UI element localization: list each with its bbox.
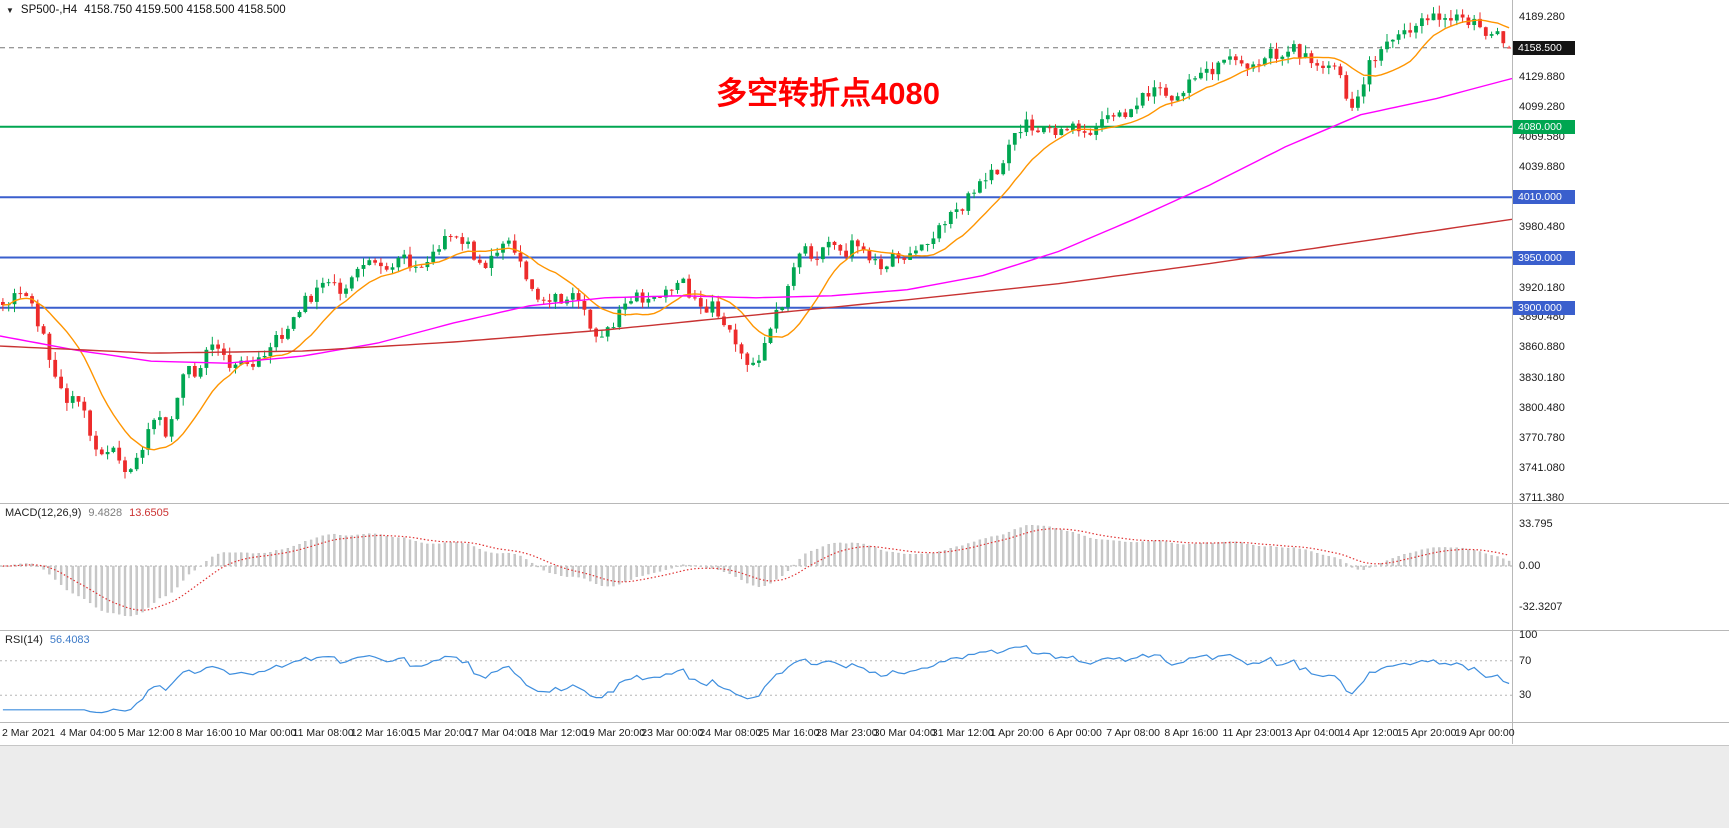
price-tick: 3830.180 <box>1519 372 1565 384</box>
macd-signal-line <box>2 528 1510 611</box>
time-tick: 8 Mar 16:00 <box>176 727 233 739</box>
price-label-4080.000: 4080.000 <box>1513 120 1575 134</box>
macd-surface[interactable] <box>0 504 1512 630</box>
time-tick: 12 Mar 16:00 <box>350 727 413 739</box>
rsi-line <box>2 645 1510 714</box>
time-tick: 6 Apr 00:00 <box>1048 727 1102 739</box>
price-tick: 4099.280 <box>1519 101 1565 113</box>
price-label-4010.000: 4010.000 <box>1513 190 1575 204</box>
price-tick: 3770.780 <box>1519 432 1565 444</box>
time-tick: 5 Mar 12:00 <box>118 727 175 739</box>
time-tick: 1 Apr 20:00 <box>990 727 1044 739</box>
time-tick: 15 Apr 20:00 <box>1396 727 1457 739</box>
time-tick: 11 Mar 08:00 <box>292 727 354 739</box>
time-tick: 28 Mar 23:00 <box>815 727 878 739</box>
rsi-surface[interactable] <box>0 631 1512 722</box>
time-tick: 13 Apr 04:00 <box>1280 727 1341 739</box>
time-tick: 15 Mar 20:00 <box>408 727 471 739</box>
time-tick: 8 Apr 16:00 <box>1164 727 1219 739</box>
time-tick: 25 Mar 16:00 <box>757 727 820 739</box>
rsi-axis-tick: 70 <box>1519 655 1532 667</box>
time-tick: 7 Apr 08:00 <box>1106 727 1161 739</box>
rsi-axis-tick: 30 <box>1519 689 1532 701</box>
price-tick: 3920.180 <box>1519 282 1565 294</box>
time-tick: 24 Mar 08:00 <box>699 727 762 739</box>
panel-divider <box>0 722 1729 723</box>
time-tick: 10 Mar 00:00 <box>234 727 297 739</box>
rsi-name: RSI(14) <box>5 634 43 646</box>
price-tick: 3741.080 <box>1519 462 1565 474</box>
rsi-axis-tick: 100 <box>1519 629 1538 641</box>
price-tick: 4129.880 <box>1519 71 1565 83</box>
time-tick: 30 Mar 04:00 <box>873 727 936 739</box>
price-tick: 3980.480 <box>1519 221 1565 233</box>
time-tick: 4 Mar 04:00 <box>60 727 117 739</box>
time-tick: 31 Mar 12:00 <box>931 727 994 739</box>
price-tick: 3800.480 <box>1519 402 1565 414</box>
panel-divider <box>0 630 1729 631</box>
time-tick: 18 Mar 12:00 <box>525 727 587 739</box>
price-tick: 3860.880 <box>1519 341 1565 353</box>
rsi-value: 56.4083 <box>49 634 90 646</box>
macd-label: MACD(12,26,9) 9.4828 13.6505 <box>5 507 169 519</box>
price-label-4158.500: 4158.500 <box>1513 41 1575 55</box>
ma-mid-line <box>0 77 1512 364</box>
price-label-3900.000: 3900.000 <box>1513 301 1575 315</box>
macd-value-signal: 13.6505 <box>129 507 169 519</box>
macd-axis-tick: 0.00 <box>1519 560 1541 572</box>
time-tick: 14 Apr 12:00 <box>1338 727 1399 739</box>
bottom-bar <box>0 745 1729 828</box>
ma-slow-line <box>0 218 1512 354</box>
price-tick: 4039.880 <box>1519 161 1565 173</box>
macd-axis-tick: 33.795 <box>1519 518 1553 530</box>
rsi-label: RSI(14) 56.4083 <box>5 634 90 646</box>
time-tick: 19 Apr 00:00 <box>1455 727 1515 739</box>
symbol-ohlc: 4158.750 4159.500 4158.500 4158.500 <box>84 4 286 16</box>
annotation-text[interactable]: 多空转折点4080 <box>716 76 940 111</box>
main-chart-surface[interactable] <box>0 0 1512 503</box>
time-tick: 19 Mar 20:00 <box>583 727 646 739</box>
symbol-dropdown-icon[interactable]: ▼ <box>6 5 14 15</box>
macd-name: MACD(12,26,9) <box>5 507 82 519</box>
price-tick: 4189.280 <box>1519 11 1565 23</box>
time-tick: 17 Mar 04:00 <box>467 727 529 739</box>
price-tick: 3711.380 <box>1519 492 1565 504</box>
macd-axis-tick: -32.3207 <box>1519 601 1563 613</box>
chart-header: ▼ SP500-,H4 4158.750 4159.500 4158.500 4… <box>6 4 286 16</box>
macd-histogram <box>1 525 1511 617</box>
panel-divider <box>0 503 1729 504</box>
time-tick: 23 Mar 00:00 <box>641 727 704 739</box>
candlestick-series <box>1 5 1511 479</box>
price-label-3950.000: 3950.000 <box>1513 251 1575 265</box>
axis-divider <box>1512 0 1513 744</box>
price-tick: 4069.580 <box>1519 131 1565 143</box>
symbol-name: SP500-,H4 <box>20 4 78 16</box>
macd-value-main: 9.4828 <box>88 507 123 519</box>
time-tick: 11 Apr 23:00 <box>1222 727 1282 739</box>
time-tick: 2 Mar 2021 <box>2 727 56 739</box>
